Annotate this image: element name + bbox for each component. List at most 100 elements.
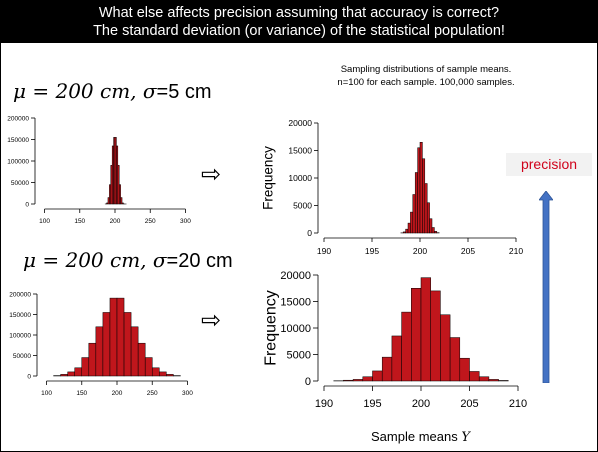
histogram-bar: [410, 211, 414, 234]
x-tick-label: 150: [76, 390, 87, 397]
x-axis-caption-var: Y: [461, 430, 470, 445]
y-tick-label: 10000: [280, 323, 311, 335]
histogram-bar: [429, 218, 433, 234]
histogram-bar: [405, 228, 409, 234]
x-tick-label: 210: [509, 398, 527, 410]
histogram-bar: [424, 183, 428, 234]
x-tick-label: 100: [39, 218, 50, 225]
histogram-bar: [67, 371, 75, 377]
right-arrow-icon-bottom: ⇨: [201, 307, 222, 334]
title-line-1: What else affects precision assuming tha…: [98, 5, 500, 21]
x-tick-label: 300: [180, 218, 191, 225]
formula-sigma20-lhs: μ = 200 cm, σ: [23, 248, 167, 272]
histogram-bar: [102, 312, 111, 377]
histogram-bar: [81, 357, 90, 377]
histogram-bar: [402, 231, 406, 234]
y-axis-label: Frequency: [261, 146, 276, 210]
histogram-bar: [422, 158, 426, 234]
y-tick-label: 10000: [288, 173, 312, 183]
y-tick-label: 50000: [11, 180, 29, 187]
histogram-bar: [120, 197, 123, 205]
histogram-bar: [144, 357, 153, 377]
x-tick-label: 250: [147, 390, 158, 397]
histogram-bar: [60, 374, 68, 377]
formula-sigma5-rhs: =5 cm: [156, 81, 212, 103]
x-axis-caption-text: Sample means: [371, 429, 462, 444]
histogram-bar: [434, 231, 438, 234]
histogram-bar: [488, 379, 499, 382]
histogram-bar: [118, 184, 121, 205]
x-tick-label: 190: [315, 398, 333, 410]
histogram-bar: [123, 312, 132, 377]
histogram-bar: [151, 367, 160, 377]
chart-sample-means-sigma20: 0 5000 10000 15000 20000 190 195 200 205 210 Frequ…: [263, 270, 528, 410]
histogram-bar: [469, 371, 480, 382]
formula-sigma20: μ = 200 cm, σ=20 cm: [23, 248, 233, 273]
histogram-bar: [426, 202, 430, 234]
y-tick-label: 200000: [9, 291, 31, 298]
x-tick-label: 250: [145, 218, 156, 225]
up-arrow-icon: [539, 191, 553, 383]
formula-sigma5: μ = 200 cm, σ=5 cm: [13, 79, 212, 104]
histogram-bar: [401, 311, 412, 382]
y-tick-label: 50000: [13, 353, 31, 360]
y-tick-label: 15000: [288, 145, 312, 155]
x-tick-label: 210: [509, 246, 523, 256]
x-tick-label: 200: [112, 390, 123, 397]
sampling-note-line-1: Sampling distributions of sample means.: [340, 64, 512, 75]
formula-sigma5-lhs: μ = 200 cm, σ: [13, 79, 157, 103]
histogram-bar: [440, 314, 451, 382]
histogram-bar: [391, 335, 402, 382]
histogram-bar: [412, 194, 416, 234]
histogram-bar: [431, 227, 435, 234]
y-tick-label: 0: [25, 201, 29, 208]
histogram-bar: [407, 222, 411, 234]
histogram-bar: [95, 326, 104, 377]
histogram-bar: [116, 297, 125, 377]
y-axis-label: Frequency: [263, 290, 280, 366]
histogram-bar: [166, 374, 174, 377]
histogram-bar: [343, 379, 354, 382]
histogram-bar: [74, 367, 83, 377]
y-tick-label: 5000: [293, 200, 312, 210]
y-tick-label: 0: [307, 228, 312, 238]
histogram-bar: [372, 370, 383, 382]
histogram-bar: [88, 342, 97, 377]
right-arrow-icon-top: ⇨: [201, 161, 222, 188]
histogram-bar: [352, 379, 364, 382]
x-tick-label: 205: [461, 246, 475, 256]
histogram-bar: [109, 297, 118, 377]
histogram-bar: [449, 337, 461, 382]
histogram-bar: [417, 147, 421, 234]
x-tick-label: 300: [182, 390, 193, 397]
histogram-bar: [419, 142, 423, 234]
title-bar: What else affects precision assuming tha…: [1, 1, 597, 43]
y-tick-label: 0: [305, 376, 311, 388]
x-tick-label: 205: [460, 398, 478, 410]
title-line-2: The standard deviation (or variance) of …: [93, 23, 505, 39]
x-tick-label: 190: [317, 246, 331, 256]
histogram-bar: [159, 371, 167, 377]
y-tick-label: 20000: [280, 270, 311, 282]
x-tick-label: 200: [110, 218, 121, 225]
y-tick-label: 5000: [287, 349, 311, 361]
y-tick-label: 150000: [9, 312, 31, 319]
x-tick-label: 200: [413, 246, 427, 256]
histogram-bar: [130, 326, 139, 377]
histogram-bar: [420, 277, 431, 382]
histogram-bar: [430, 290, 441, 382]
histogram-bar: [478, 376, 490, 382]
histogram-bar: [381, 356, 393, 382]
chart-sample-means-sigma5: 0 5000 10000 15000 20000 190 195 200 205 210 Frequ…: [261, 118, 524, 256]
y-tick-label: 200000: [7, 115, 29, 122]
x-tick-label: 195: [365, 246, 379, 256]
chart-population-sigma20: 0 50000 100000 150000 200000 100 150 200 250 300: [9, 291, 193, 397]
histogram-bar: [411, 288, 422, 382]
histogram-bar: [121, 202, 124, 205]
y-tick-label: 0: [27, 373, 31, 380]
histogram-bar: [459, 357, 470, 382]
formula-sigma20-rhs: =20 cm: [166, 250, 233, 272]
y-tick-label: 20000: [288, 118, 312, 128]
sampling-note-line-2: n=100 for each sample. 100,000 samples.: [337, 77, 515, 88]
